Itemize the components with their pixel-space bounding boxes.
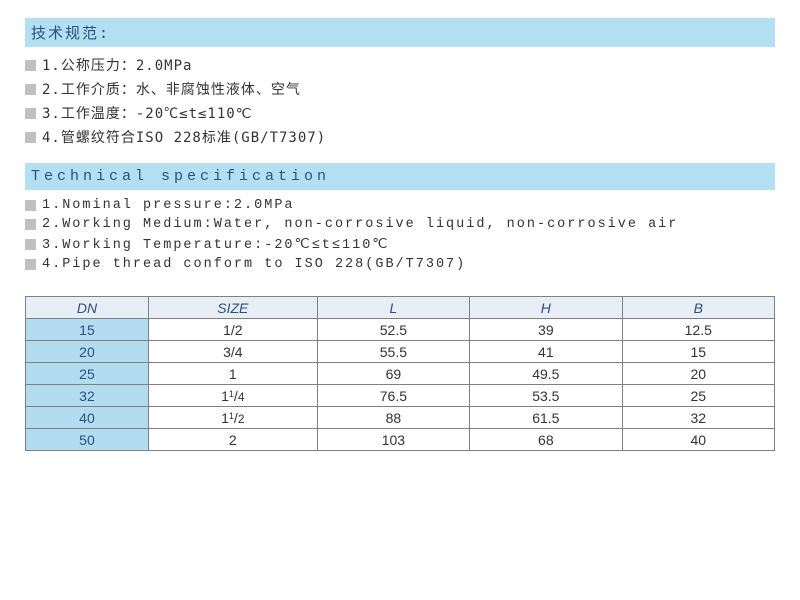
table-row: 5021036840 [26, 429, 775, 451]
spec-text: 2.Working Medium:Water, non-corrosive li… [42, 217, 678, 232]
cell-dn: 50 [26, 429, 149, 451]
cell-l: 55.5 [317, 341, 469, 363]
cell-size: 11/4 [148, 385, 317, 407]
cell-h: 53.5 [470, 385, 622, 407]
cell-size: 2 [148, 429, 317, 451]
table-header-row: DN SIZE L H B [26, 297, 775, 319]
spec-header-en: Technical specification [25, 163, 775, 190]
spec-item: 2.工作介质：水、非腐蚀性液体、空气 [25, 77, 775, 101]
cell-b: 20 [622, 363, 774, 385]
spec-item: 4.Pipe thread conform to ISO 228(GB/T730… [25, 255, 775, 274]
cell-size: 11/2 [148, 407, 317, 429]
bullet-icon [25, 60, 36, 71]
cell-l: 69 [317, 363, 469, 385]
bullet-icon [25, 200, 36, 211]
cell-size: 1 [148, 363, 317, 385]
spec-list-cn: 1.公称压力：2.0MPa 2.工作介质：水、非腐蚀性液体、空气 3.工作温度：… [25, 53, 775, 149]
cell-size: 1/2 [148, 319, 317, 341]
spec-text: 3.工作温度：-20℃≤t≤110℃ [42, 103, 252, 123]
spec-text: 4.管螺纹符合ISO 228标准(GB/T7307) [42, 127, 326, 147]
spec-item: 1.Nominal pressure:2.0MPa [25, 196, 775, 215]
bullet-icon [25, 219, 36, 230]
spec-text: 2.工作介质：水、非腐蚀性液体、空气 [42, 79, 301, 99]
cell-l: 103 [317, 429, 469, 451]
cell-h: 41 [470, 341, 622, 363]
bullet-icon [25, 84, 36, 95]
cell-dn: 20 [26, 341, 149, 363]
cell-b: 25 [622, 385, 774, 407]
spec-text: 4.Pipe thread conform to ISO 228(GB/T730… [42, 257, 466, 272]
bullet-icon [25, 239, 36, 250]
spec-header-cn: 技术规范: [25, 18, 775, 47]
cell-h: 68 [470, 429, 622, 451]
table-row: 151/252.53912.5 [26, 319, 775, 341]
spec-list-en: 1.Nominal pressure:2.0MPa 2.Working Medi… [25, 196, 775, 274]
cell-b: 32 [622, 407, 774, 429]
cell-dn: 32 [26, 385, 149, 407]
spec-item: 2.Working Medium:Water, non-corrosive li… [25, 215, 775, 234]
table-row: 4011/28861.532 [26, 407, 775, 429]
cell-h: 39 [470, 319, 622, 341]
bullet-icon [25, 259, 36, 270]
cell-h: 49.5 [470, 363, 622, 385]
spec-text: 1.Nominal pressure:2.0MPa [42, 198, 295, 213]
cell-h: 61.5 [470, 407, 622, 429]
cell-dn: 25 [26, 363, 149, 385]
spec-text: 3.Working Temperature:-20℃≤t≤110℃ [42, 236, 389, 253]
cell-l: 88 [317, 407, 469, 429]
table-row: 203/455.54115 [26, 341, 775, 363]
spec-text: 1.公称压力：2.0MPa [42, 55, 192, 75]
cell-dn: 40 [26, 407, 149, 429]
dimension-table: DN SIZE L H B 151/252.53912.5203/455.541… [25, 296, 775, 451]
bullet-icon [25, 108, 36, 119]
cell-l: 52.5 [317, 319, 469, 341]
col-header: H [470, 297, 622, 319]
col-header: SIZE [148, 297, 317, 319]
col-header: DN [26, 297, 149, 319]
table-row: 3211/476.553.525 [26, 385, 775, 407]
bullet-icon [25, 132, 36, 143]
spec-item: 4.管螺纹符合ISO 228标准(GB/T7307) [25, 125, 775, 149]
col-header: L [317, 297, 469, 319]
spec-item: 3.Working Temperature:-20℃≤t≤110℃ [25, 234, 775, 255]
cell-b: 12.5 [622, 319, 774, 341]
cell-dn: 15 [26, 319, 149, 341]
cell-b: 40 [622, 429, 774, 451]
spec-item: 3.工作温度：-20℃≤t≤110℃ [25, 101, 775, 125]
cell-l: 76.5 [317, 385, 469, 407]
cell-size: 3/4 [148, 341, 317, 363]
spec-item: 1.公称压力：2.0MPa [25, 53, 775, 77]
col-header: B [622, 297, 774, 319]
table-row: 2516949.520 [26, 363, 775, 385]
cell-b: 15 [622, 341, 774, 363]
